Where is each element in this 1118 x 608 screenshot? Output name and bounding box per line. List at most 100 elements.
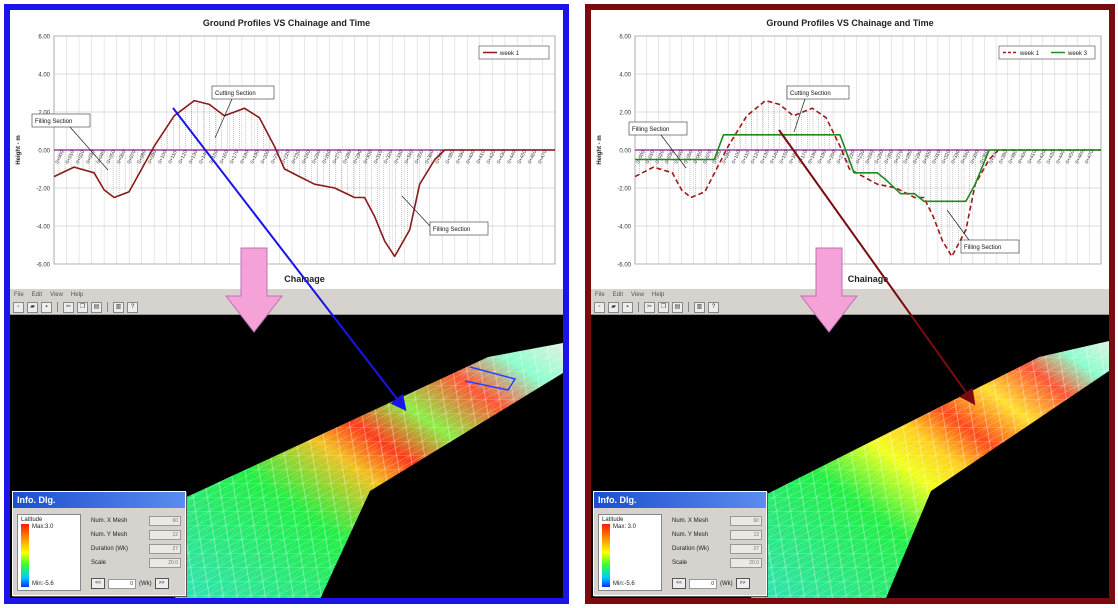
chainage-tick-label: 0+220	[280, 149, 291, 164]
open-folder-icon[interactable]: ▰	[608, 301, 619, 313]
paste-icon[interactable]: ▤	[91, 301, 102, 313]
scale-field[interactable]: 20.0	[730, 558, 762, 568]
prev-week-button[interactable]: <<	[91, 578, 105, 589]
x-mesh-field[interactable]: 60	[149, 516, 181, 526]
next-week-button[interactable]: >>	[154, 578, 169, 589]
menu-help[interactable]: Help	[651, 291, 665, 298]
color-scale-bar	[21, 524, 29, 587]
chainage-tick-label: 0+190	[817, 149, 828, 164]
menu-view[interactable]: View	[631, 291, 644, 298]
next-week-button[interactable]: >>	[735, 578, 750, 589]
menu-bar: File Edit View Help	[591, 289, 1109, 300]
chainage-tick-label: 0+280	[342, 149, 353, 164]
chainage-tick-label: 0+240	[301, 149, 312, 164]
chainage-tick-label: 0+420	[486, 149, 497, 164]
help-icon[interactable]: ?	[708, 301, 719, 313]
y-tick-label: 0.00	[38, 149, 50, 155]
chainage-tick-label: 0+200	[260, 149, 271, 164]
chainage-tick-label: 0+300	[922, 149, 933, 164]
field-label: Scale	[672, 560, 688, 566]
print-icon[interactable]: ▥	[694, 301, 705, 313]
menu-file[interactable]: File	[595, 291, 605, 298]
scale-field[interactable]: 20.0	[149, 558, 181, 568]
right-panel: Ground Profiles VS Chainage and Time 6.00…	[585, 4, 1115, 604]
chainage-tick-label: 0+000	[54, 149, 65, 164]
legend-min: Min:-5.6	[613, 581, 635, 587]
y-mesh-field[interactable]: 12	[149, 530, 181, 540]
menu-edit[interactable]: Edit	[31, 291, 43, 298]
annotation-box	[211, 85, 275, 100]
color-scale-bar	[602, 524, 610, 587]
new-file-icon[interactable]: ▫	[13, 301, 24, 313]
save-icon[interactable]: ▪	[41, 301, 52, 313]
legend-label: week 1	[1019, 51, 1040, 57]
save-icon[interactable]: ▪	[622, 301, 633, 313]
legend-max: Max: 3.0	[613, 524, 637, 530]
chainage-tick-label: 0+030	[664, 149, 675, 164]
chainage-tick-label: 0+080	[712, 149, 723, 164]
chainage-tick-label: 0+130	[759, 149, 770, 164]
chainage-tick-label: 0+270	[893, 149, 904, 164]
paste-icon[interactable]: ▤	[672, 301, 683, 313]
annotation-leader	[793, 98, 806, 133]
terrain-mesh-svg	[751, 341, 1109, 598]
chainage-tick-label: 0+270	[332, 149, 343, 164]
y-axis-label: Height - m	[597, 135, 603, 164]
terrain-mesh-grid	[751, 341, 1109, 598]
y-tick-label: 0.00	[619, 149, 631, 155]
y-mesh-field[interactable]: 12	[730, 530, 762, 540]
terrain-viewer-window: File Edit View Help ▫ ▰ ▪ ✂ ❐ ▤ ▥ ?	[591, 289, 1109, 598]
week-navigator: << 0 (Wk) >>	[672, 578, 750, 589]
annotation-label: Filling Section	[35, 119, 72, 125]
toolbar-separator	[107, 302, 108, 312]
menu-help[interactable]: Help	[70, 291, 84, 298]
cut-icon[interactable]: ✂	[63, 301, 74, 313]
field-label: Duration (Wk)	[91, 546, 129, 552]
chainage-tick-label: 0+320	[383, 149, 394, 164]
help-icon[interactable]: ?	[127, 301, 138, 313]
field-row-scale: Scale 20.0	[91, 558, 196, 568]
prev-week-button[interactable]: <<	[672, 578, 686, 589]
field-label: Num. Y Mesh	[91, 532, 128, 538]
terrain-mesh-grid	[175, 343, 563, 598]
chainage-tick-label: 0+020	[654, 149, 665, 164]
terrain-3d-view[interactable]	[591, 315, 1109, 598]
copy-icon[interactable]: ❐	[77, 301, 88, 313]
field-row-y-mesh: Num. Y Mesh 12	[91, 530, 196, 540]
chainage-tick-label: 0+390	[455, 149, 466, 164]
x-mesh-field[interactable]: 60	[730, 516, 762, 526]
chainage-tick-label: 0+360	[424, 149, 435, 164]
menu-view[interactable]: View	[50, 291, 63, 298]
chainage-tick-label: 0+150	[778, 149, 789, 164]
chainage-tick-label: 0+060	[693, 149, 704, 164]
week-input[interactable]: 0	[108, 578, 136, 589]
chainage-tick-label: 0+050	[683, 149, 694, 164]
chainage-tick-label: 0+290	[912, 149, 923, 164]
week-navigator: << 0 (Wk) >>	[91, 578, 169, 589]
legend-min: Min:-5.6	[32, 581, 54, 587]
field-label: Scale	[91, 560, 107, 566]
copy-icon[interactable]: ❐	[658, 301, 669, 313]
chainage-tick-label: 0+180	[239, 149, 250, 164]
print-icon[interactable]: ▥	[113, 301, 124, 313]
chainage-tick-label: 0+120	[178, 149, 189, 164]
chainage-tick-label: 0+160	[219, 149, 230, 164]
cut-icon[interactable]: ✂	[644, 301, 655, 313]
open-folder-icon[interactable]: ▰	[27, 301, 38, 313]
chainage-tick-label: 0+130	[188, 149, 199, 164]
menu-edit[interactable]: Edit	[612, 291, 624, 298]
color-legend: Latitude Max:3.0 Min:-5.6	[17, 514, 81, 591]
menu-file[interactable]: File	[14, 291, 24, 298]
new-file-icon[interactable]: ▫	[594, 301, 605, 313]
duration-field[interactable]: 27	[730, 544, 762, 554]
chainage-tick-label: 0+440	[1055, 149, 1066, 164]
week-input[interactable]: 0	[689, 578, 717, 589]
chainage-tick-label: 0+120	[750, 149, 761, 164]
terrain-3d-view[interactable]	[10, 315, 563, 598]
annotation-box	[786, 85, 850, 100]
chainage-tick-label: 0+170	[798, 149, 809, 164]
duration-field[interactable]: 27	[149, 544, 181, 554]
chainage-tick-label: 0+240	[864, 149, 875, 164]
annotation-leader	[660, 134, 687, 169]
chainage-tick-label: 0+330	[393, 149, 404, 164]
